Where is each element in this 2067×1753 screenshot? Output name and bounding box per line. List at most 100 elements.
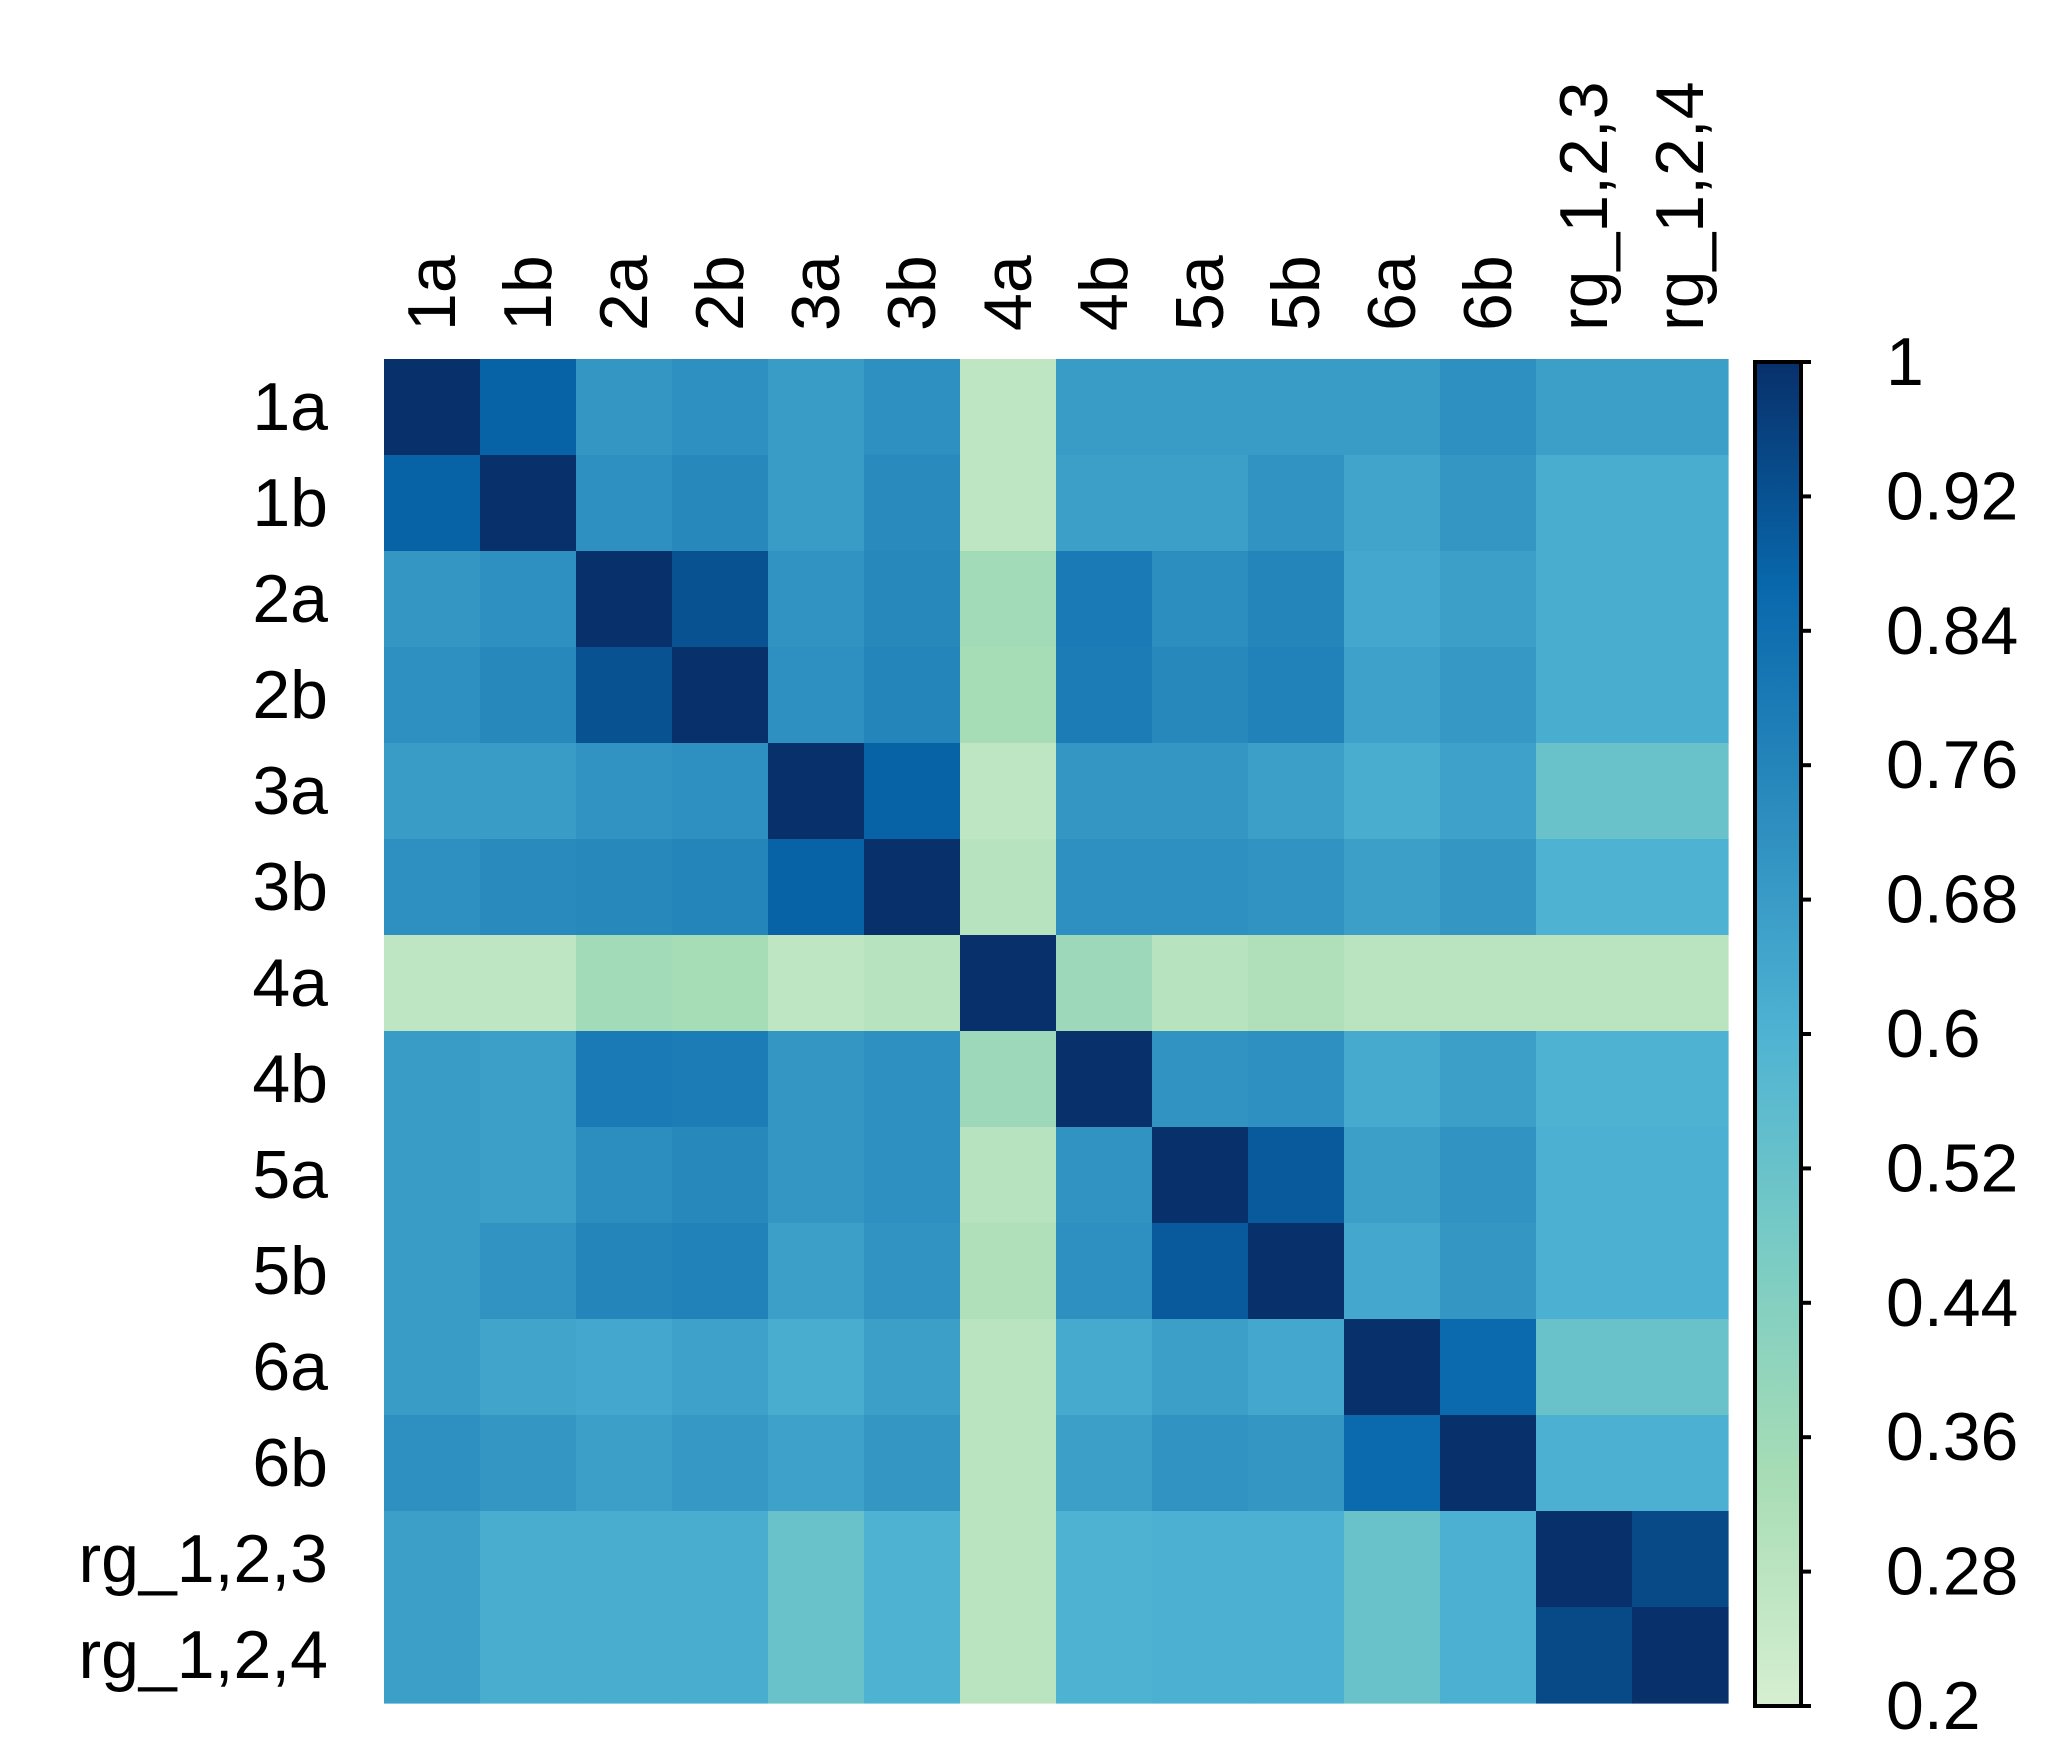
heatmap-cell-6a-6b	[1440, 1319, 1537, 1416]
heatmap-cell-1a-2b	[672, 359, 769, 456]
heatmap-cell-rg_1,2,3-4a	[960, 1511, 1057, 1608]
heatmap-cell-4b-rg_1,2,4	[1632, 1031, 1729, 1128]
column-label-2b: 2b	[682, 255, 758, 331]
heatmap-cell-1b-4b	[1056, 455, 1153, 552]
heatmap-cell-1b-3a	[768, 455, 865, 552]
heatmap-cell-6a-rg_1,2,4	[1632, 1319, 1729, 1416]
heatmap-cell-4a-4b	[1056, 935, 1153, 1032]
column-labels: 1a 1b 2a 2b 3a 3b 4a 4b 5a 5b 6a 6b rg_1,2,3 rg_1,2,4	[394, 81, 1718, 331]
heatmap-cell-2b-1b	[480, 647, 577, 744]
heatmap-cell-3b-rg_1,2,4	[1632, 839, 1729, 936]
colorbar-tick-label: 0.52	[1886, 1130, 2018, 1206]
heatmap-cell-1b-1b	[480, 455, 577, 552]
heatmap-cell-1b-6b	[1440, 455, 1537, 552]
heatmap-cell-5a-5b	[1248, 1127, 1345, 1224]
heatmap-cell-6b-rg_1,2,4	[1632, 1415, 1729, 1512]
heatmap-cell-1a-3b	[864, 359, 961, 456]
colorbar-tick-label: 0.76	[1886, 727, 2018, 803]
heatmap-cell-2b-rg_1,2,3	[1536, 647, 1633, 744]
heatmap-cell-4a-2a	[576, 935, 673, 1032]
heatmap-cell-4a-5a	[1152, 935, 1249, 1032]
heatmap-cell-rg_1,2,4-4a	[960, 1607, 1057, 1704]
heatmap-cell-2a-1a	[384, 551, 481, 648]
heatmap-cell-5a-4a	[960, 1127, 1057, 1224]
heatmap-cell-3b-3a	[768, 839, 865, 936]
heatmap-cell-rg_1,2,4-6b	[1440, 1607, 1537, 1704]
heatmap-cell-3b-4a	[960, 839, 1057, 936]
heatmap-cell-rg_1,2,4-2a	[576, 1607, 673, 1704]
heatmap-cell-rg_1,2,4-1b	[480, 1607, 577, 1704]
heatmap-cell-5a-1a	[384, 1127, 481, 1224]
heatmap-cell-2b-3a	[768, 647, 865, 744]
heatmap-cell-6b-5b	[1248, 1415, 1345, 1512]
heatmap-cell-1b-3b	[864, 455, 961, 552]
row-label-4b: 4b	[252, 1041, 328, 1117]
heatmap-cell-4a-3a	[768, 935, 865, 1032]
heatmap-cell-3b-5a	[1152, 839, 1249, 936]
heatmap-cell-5a-6a	[1344, 1127, 1441, 1224]
colorbar-gradient	[1753, 360, 1803, 1708]
column-label-3b: 3b	[874, 255, 950, 331]
heatmap-cell-1a-1b	[480, 359, 577, 456]
heatmap-cell-2a-3a	[768, 551, 865, 648]
heatmap-cell-5b-2b	[672, 1223, 769, 1320]
heatmap-cell-6b-rg_1,2,3	[1536, 1415, 1633, 1512]
heatmap-cell-6b-3a	[768, 1415, 865, 1512]
heatmap-cell-rg_1,2,3-3b	[864, 1511, 961, 1608]
heatmap-cell-2b-4b	[1056, 647, 1153, 744]
heatmap-cell-rg_1,2,3-3a	[768, 1511, 865, 1608]
row-label-1a: 1a	[252, 369, 328, 445]
heatmap-cell-2b-4a	[960, 647, 1057, 744]
heatmap-cell-4b-4b	[1056, 1031, 1153, 1128]
heatmap-cell-3b-6a	[1344, 839, 1441, 936]
heatmap-cell-rg_1,2,4-3b	[864, 1607, 961, 1704]
heatmap-cell-3a-1a	[384, 743, 481, 840]
heatmap-cell-6b-2b	[672, 1415, 769, 1512]
heatmap-cell-5b-3b	[864, 1223, 961, 1320]
heatmap-cell-3a-5b	[1248, 743, 1345, 840]
heatmap-cell-rg_1,2,3-1a	[384, 1511, 481, 1608]
heatmap-cell-3a-rg_1,2,3	[1536, 743, 1633, 840]
heatmap-cell-6a-rg_1,2,3	[1536, 1319, 1633, 1416]
heatmap-cell-rg_1,2,4-5b	[1248, 1607, 1345, 1704]
colorbar-tick-label: 0.36	[1886, 1399, 2018, 1475]
heatmap-cell-rg_1,2,4-6a	[1344, 1607, 1441, 1704]
row-labels: 1a 1b 2a 2b 3a 3b 4a 4b 5a 5b 6a 6b rg_1,2,3 rg_1,2,4	[78, 369, 328, 1693]
heatmap-cell-3b-4b	[1056, 839, 1153, 936]
heatmap-cell-2a-2a	[576, 551, 673, 648]
heatmap-cell-4a-5b	[1248, 935, 1345, 1032]
heatmap-cell-3b-6b	[1440, 839, 1537, 936]
heatmap-cell-5a-5a	[1152, 1127, 1249, 1224]
heatmap-cell-4a-1b	[480, 935, 577, 1032]
heatmap-cell-4a-6a	[1344, 935, 1441, 1032]
row-label-6a: 6a	[252, 1329, 328, 1405]
heatmap-cell-6a-1a	[384, 1319, 481, 1416]
heatmap-cell-2a-rg_1,2,4	[1632, 551, 1729, 648]
heatmap-cell-4a-rg_1,2,4	[1632, 935, 1729, 1032]
heatmap-cell-1b-2b	[672, 455, 769, 552]
heatmap-cell-3a-5a	[1152, 743, 1249, 840]
heatmap-cell-4b-rg_1,2,3	[1536, 1031, 1633, 1128]
heatmap-cell-2a-5a	[1152, 551, 1249, 648]
heatmap-cell-1a-4a	[960, 359, 1057, 456]
heatmap-cell-5b-rg_1,2,3	[1536, 1223, 1633, 1320]
heatmap-cell-1b-rg_1,2,4	[1632, 455, 1729, 552]
heatmap-cell-4a-1a	[384, 935, 481, 1032]
heatmap-cell-1a-6a	[1344, 359, 1441, 456]
heatmap-cell-5a-2a	[576, 1127, 673, 1224]
heatmap-cell-5a-3b	[864, 1127, 961, 1224]
heatmap-cell-1b-5a	[1152, 455, 1249, 552]
heatmap-cell-1b-6a	[1344, 455, 1441, 552]
heatmap-cell-3a-3b	[864, 743, 961, 840]
heatmap-cell-4b-6b	[1440, 1031, 1537, 1128]
heatmap-cell-4b-6a	[1344, 1031, 1441, 1128]
heatmap-cell-5a-3a	[768, 1127, 865, 1224]
heatmap-cell-4b-3b	[864, 1031, 961, 1128]
heatmap-cell-2a-rg_1,2,3	[1536, 551, 1633, 648]
heatmap-cell-1a-5a	[1152, 359, 1249, 456]
heatmap-cell-rg_1,2,4-3a	[768, 1607, 865, 1704]
heatmap-cell-3b-1a	[384, 839, 481, 936]
heatmap-cell-6a-5a	[1152, 1319, 1249, 1416]
heatmap-cell-6b-4b	[1056, 1415, 1153, 1512]
heatmap-cell-3a-1b	[480, 743, 577, 840]
